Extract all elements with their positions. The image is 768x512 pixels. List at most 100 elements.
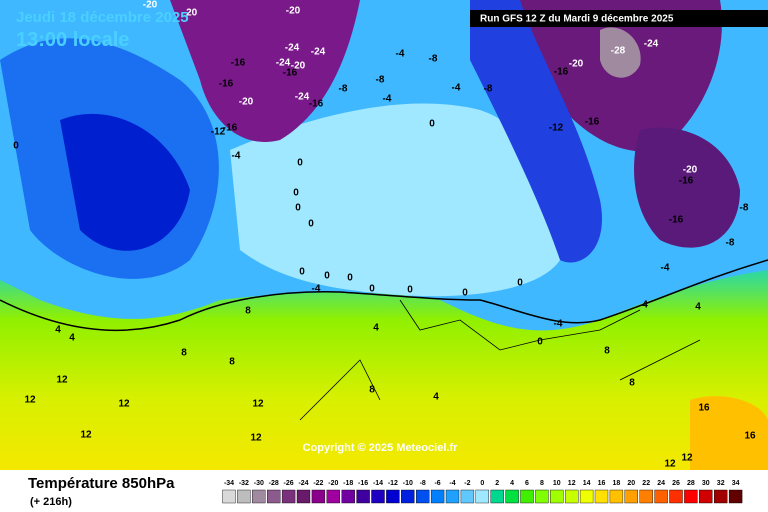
contour-label: 8 [245,306,251,317]
contour-label: 0 [537,337,543,348]
contour-label: 16 [744,431,756,442]
contour-label: -12 [211,127,226,138]
legend-swatch [565,489,579,504]
legend-swatch [326,489,340,504]
legend-label: 32 [717,480,725,487]
legend-swatch [237,489,251,504]
contour-label: 16 [698,403,710,414]
legend-label: -32 [239,480,249,487]
legend-label: -6 [434,480,440,487]
legend-swatch [579,489,594,504]
copyright: Copyright © 2025 Meteociel.fr [303,442,459,454]
contour-label: 4 [642,300,648,311]
legend-label: -10 [403,480,413,487]
contour-label: 8 [181,348,187,359]
contour-label: 12 [250,433,262,444]
legend: -34 -32 -30 -28 -26 -24 -22 -20 -18 -16 -14 -12 -10-… [222,480,743,504]
legend-swatch [624,489,638,504]
legend-swatch [684,489,698,504]
legend-label: -18 [343,480,353,487]
legend-label: 30 [702,480,710,487]
contour-label: -4 [554,319,563,330]
legend-label: 8 [540,480,544,487]
legend-label: -8 [420,480,426,487]
legend-label: 4 [510,480,514,487]
legend-label: -26 [284,480,294,487]
contour-label: 8 [629,378,635,389]
legend-swatch [281,489,296,504]
contour-label: -16 [223,123,238,134]
contour-label: -20 [569,59,584,70]
contour-label: 4 [69,333,75,344]
contour-label: 12 [664,459,676,470]
legend-label: 10 [553,480,561,487]
legend-label: 24 [657,480,665,487]
contour-label: 12 [56,375,68,386]
legend-label: -22 [313,480,323,487]
legend-swatch [520,489,534,504]
legend-label: 0 [480,480,484,487]
contour-label: 0 [407,285,413,296]
legend-swatch [341,489,355,504]
contour-label: -4 [383,94,392,105]
legend-label: -30 [254,480,264,487]
contour-label: -8 [339,84,348,95]
legend-swatch [728,489,743,504]
contour-label: 0 [293,188,299,199]
contour-label: 0 [517,278,523,289]
legend-label: -20 [328,480,338,487]
contour-label: -16 [585,117,600,128]
contour-label: 0 [324,271,330,282]
legend-label: 20 [627,480,635,487]
forecast-time: 13:00 locale [16,29,129,51]
contour-label: -24 [285,43,300,54]
contour-label: -16 [309,99,324,110]
contour-label: 4 [433,392,439,403]
legend-swatch [639,489,653,504]
contour-label: -12 [549,123,564,134]
legend-label: 2 [495,480,499,487]
legend-label: 26 [672,480,680,487]
legend-swatch [267,489,281,504]
contour-label: -4 [452,83,461,94]
contour-label: -20 [683,165,698,176]
contour-label: -24 [295,92,310,103]
contour-label: -16 [554,67,569,78]
legend-label: -12 [388,480,398,487]
contour-label: 4 [695,302,701,313]
legend-swatch [371,489,385,504]
legend-label: 12 [568,480,576,487]
contour-label: -16 [219,79,234,90]
legend-label: 6 [525,480,529,487]
legend-swatch [505,489,519,504]
legend-swatch [296,489,311,504]
legend-swatch [609,489,624,504]
contour-label: -16 [231,58,246,69]
contour-label: -24 [276,58,291,69]
contour-labels: -20-20 -20-24 -24-16 -24-16-20-16-20 -24-16-… [13,0,756,470]
contour-label: -4 [396,49,405,60]
legend-label: -16 [358,480,368,487]
contour-label: -8 [740,203,749,214]
legend-label: -28 [269,480,279,487]
legend-swatch [654,489,668,504]
legend-swatch [416,489,430,504]
contour-label: -24 [311,47,326,58]
legend-label: -2 [464,480,470,487]
contour-label: 8 [369,385,375,396]
contour-label: -16 [669,215,684,226]
footer-title: Température 850hPa [28,475,175,492]
legend-swatch [490,489,504,504]
contour-label: 0 [369,284,375,295]
contour-label: -4 [312,284,321,295]
legend-swatch [669,489,683,504]
contour-label: -8 [726,238,735,249]
legend-label: 34 [732,480,740,487]
legend-label: -14 [373,480,383,487]
legend-swatch [311,489,326,504]
contour-label: 0 [347,273,353,284]
legend-swatch [475,489,489,504]
contour-label: -4 [661,263,670,274]
legend-label: 18 [613,480,621,487]
contour-label: 4 [55,325,61,336]
